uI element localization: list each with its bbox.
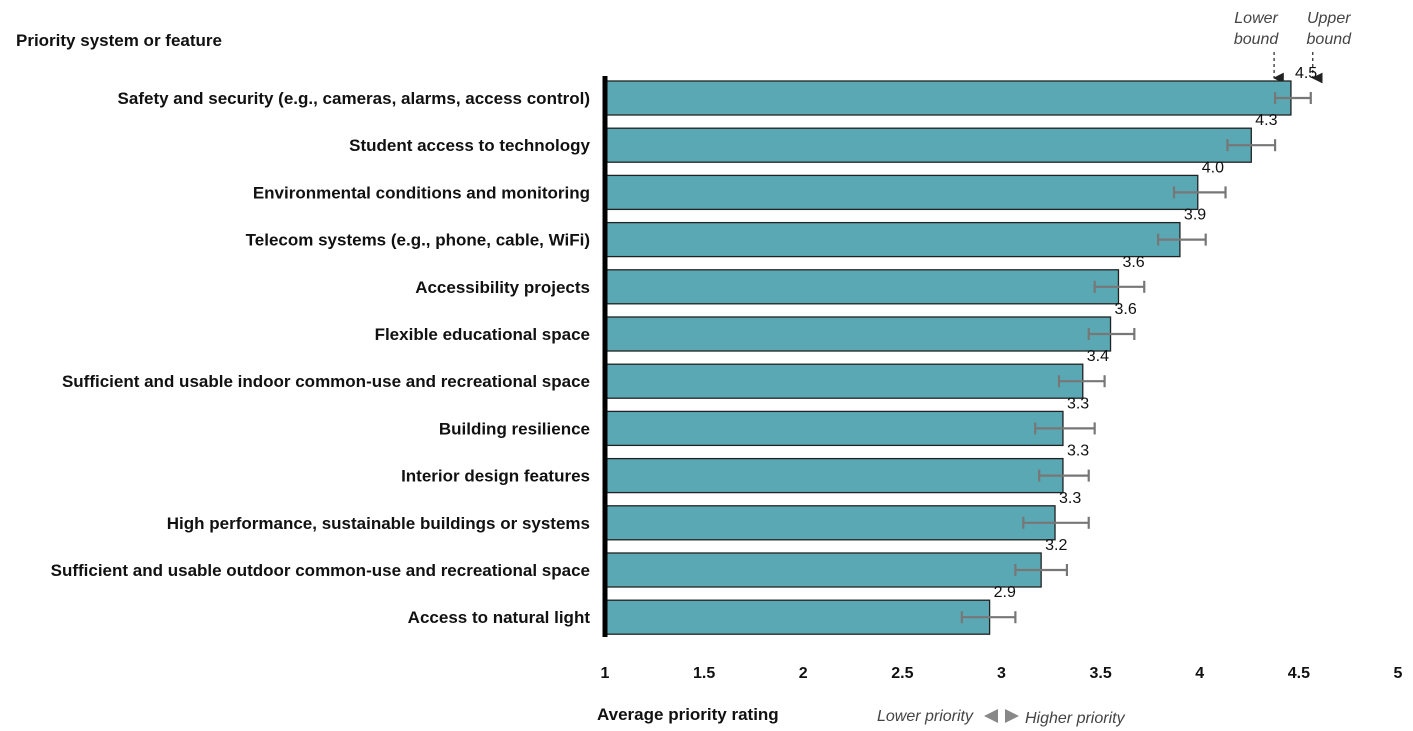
error-bar [1172,186,1227,199]
lower-priority-label: Lower priority [877,708,974,725]
x-tick-label: 5 [1394,665,1403,682]
upper-bound-label: Upper [1307,10,1351,27]
data-label: 3.3 [1067,443,1089,460]
x-tick-label: 2 [799,665,808,682]
error-bar [1034,422,1096,435]
error-bar [1273,92,1312,104]
error-bar [1226,139,1277,152]
category-label: Sufficient and usable indoor common-use … [62,372,590,391]
bar [604,127,1252,163]
error-bar [960,611,1017,624]
bar [604,599,991,635]
lower-bound-label-line2: bound [1234,31,1280,48]
data-label: 3.3 [1067,395,1089,412]
category-label: Sufficient and usable outdoor common-use… [51,561,590,580]
higher-priority-label: Higher priority [1025,710,1126,727]
data-label: 3.4 [1087,348,1109,365]
bar [604,552,1042,588]
error-bar [1057,375,1106,388]
data-label: 4.0 [1202,159,1224,176]
category-label: Building resilience [439,419,590,438]
bar [604,316,1112,352]
error-bar [1157,233,1207,246]
category-label: Student access to technology [349,136,590,155]
direction-note: Lower priority Higher priority [877,708,1126,727]
bar [604,80,1292,116]
x-tick-label: 1.5 [693,665,715,682]
category-label: Access to natural light [408,608,591,627]
x-tick-label: 4 [1195,665,1204,682]
x-tick-label: 4.5 [1288,665,1310,682]
category-label: Telecom systems (e.g., phone, cable, WiF… [246,231,590,250]
upper-bound-label-line2: bound [1307,31,1353,48]
data-label: 4.3 [1255,112,1277,129]
category-label: Safety and security (e.g., cameras, alar… [118,89,590,108]
error-bar [1022,516,1090,529]
y-axis-heading: Priority system or feature [16,31,222,50]
data-label: 3.6 [1115,301,1137,318]
category-label: High performance, sustainable buildings … [167,514,590,533]
bar [604,505,1056,541]
data-label: 4.5 [1295,65,1317,82]
category-labels: Safety and security (e.g., cameras, alar… [51,89,591,627]
data-label: 3.6 [1122,254,1144,271]
x-tick-label: 3.5 [1090,665,1112,682]
left-triangle-icon [984,709,998,723]
data-label: 2.9 [994,584,1016,601]
category-label: Accessibility projects [415,278,590,297]
data-label: 3.2 [1045,537,1067,554]
category-label: Environmental conditions and monitoring [253,183,590,202]
bar [604,457,1064,494]
error-bar [1038,469,1090,482]
data-label: 3.3 [1059,490,1081,507]
category-label: Interior design features [401,467,590,486]
bar [604,410,1064,447]
x-axis-ticks: 1 1.5 2 2.5 3 3.5 4 4.5 5 [601,665,1403,682]
bar [604,269,1120,305]
x-tick-label: 2.5 [891,665,913,682]
error-bar [1087,328,1136,340]
bars-layer: 4.5 4.3 4.0 3.9 3.6 3.6 3.4 3.3 3.3 3.3 3.2 2.9 [604,65,1317,635]
error-bar [1093,280,1146,293]
right-triangle-icon [1005,709,1019,723]
x-tick-label: 3 [997,665,1006,682]
bar [604,363,1084,399]
lower-bound-label: Lower [1234,10,1278,27]
bar [604,221,1181,258]
data-label: 3.9 [1184,207,1206,224]
x-axis-label: Average priority rating [597,705,779,724]
error-bar [1014,564,1069,576]
category-label: Flexible educational space [375,325,590,344]
x-tick-label: 1 [601,665,610,682]
bar [604,174,1199,211]
bound-annotation: Lower bound Upper bound [1234,10,1353,84]
